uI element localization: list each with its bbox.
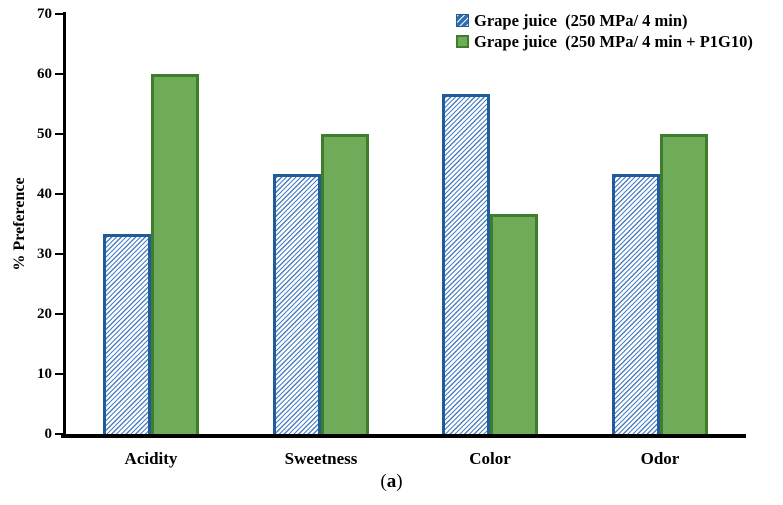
y-tick-label: 10 [37, 366, 52, 382]
bar-color-series-1 [490, 214, 538, 434]
y-tick-label: 30 [37, 246, 52, 262]
y-tick [55, 193, 64, 195]
legend-item-hpp: Grape juice (250 MPa/ 4 min) [456, 10, 753, 31]
caption-close-paren: ) [396, 471, 403, 492]
legend-swatch-blue-hatched-icon [456, 14, 469, 27]
legend: Grape juice (250 MPa/ 4 min) Grape juice… [456, 10, 753, 52]
y-tick-label: 40 [37, 186, 52, 202]
bar-sweetness-series-0 [273, 174, 321, 434]
legend-label: Grape juice (250 MPa/ 4 min) [474, 11, 688, 30]
caption-letter: a [386, 471, 397, 492]
bar-color-series-0 [442, 94, 490, 434]
legend-item-hpp-p1g10: Grape juice (250 MPa/ 4 min + P1G10) [456, 31, 753, 52]
figure-caption: (a) [0, 471, 783, 493]
y-tick-label: 70 [37, 6, 52, 22]
bar-odor-series-0 [612, 174, 660, 434]
x-category-label: Acidity [124, 449, 178, 468]
y-tick [55, 133, 64, 135]
y-axis-line [63, 12, 66, 438]
y-tick-label: 50 [37, 126, 52, 142]
x-category-label: Color [469, 449, 511, 468]
y-tick [55, 73, 64, 75]
x-category-label: Sweetness [284, 449, 358, 468]
x-category-label: Odor [640, 449, 680, 468]
bar-acidity-series-1 [151, 74, 199, 434]
y-tick [55, 313, 64, 315]
y-tick-label: 20 [37, 306, 52, 322]
bar-sweetness-series-1 [321, 134, 369, 434]
y-tick [55, 433, 64, 435]
x-axis-line [61, 434, 746, 438]
y-tick [55, 253, 64, 255]
y-tick [55, 373, 64, 375]
y-tick-label: 0 [44, 426, 53, 442]
caption-open-paren: ( [380, 471, 387, 492]
y-tick [55, 13, 64, 15]
legend-label: Grape juice (250 MPa/ 4 min + P1G10) [474, 32, 753, 51]
legend-swatch-green-icon [456, 35, 469, 48]
bar-odor-series-1 [660, 134, 708, 434]
bar-acidity-series-0 [103, 234, 151, 434]
y-tick-label: 60 [37, 66, 52, 82]
